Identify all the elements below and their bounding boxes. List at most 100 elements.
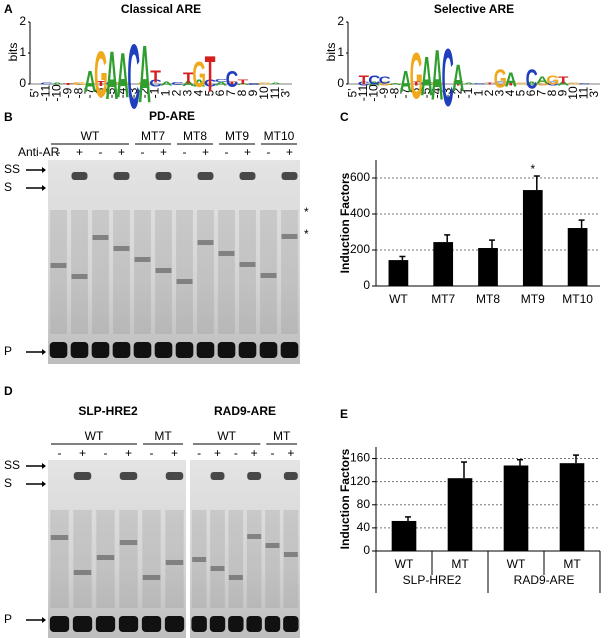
gel-smear [165, 510, 184, 608]
logo-letter: G [410, 39, 423, 113]
logo-position: 10 [257, 86, 271, 100]
logo-letter: G [94, 38, 108, 112]
group-label: SLP-HRE2 [403, 573, 462, 587]
gel-image [48, 160, 300, 364]
x-tick-label: MT7 [431, 292, 455, 306]
lane-sign: - [141, 145, 145, 159]
gel-band [155, 268, 172, 273]
gel-band [141, 616, 162, 632]
logo-letter: A [160, 81, 173, 87]
bar [522, 190, 543, 286]
gel-band [134, 257, 151, 262]
logo-letter: A [431, 35, 443, 115]
logo-position: 3 [492, 89, 506, 96]
logo-letter: C [149, 78, 162, 89]
asterisk: * [304, 205, 309, 219]
gel-band [155, 172, 172, 180]
gel-band [71, 172, 88, 180]
logo-letter: C [526, 63, 538, 95]
gel-smear [260, 210, 277, 334]
gel-band [112, 342, 131, 358]
logo-position: 5 [202, 89, 216, 96]
gel-smear [50, 210, 67, 334]
gel-band [72, 616, 93, 632]
logo-position: 2 [482, 89, 496, 96]
logo-position: 8 [545, 89, 559, 96]
logo-letter: T [485, 82, 496, 85]
logo-letter: A [536, 74, 548, 86]
gel-band [96, 555, 115, 560]
logo-letter: T [227, 81, 238, 87]
gel-band [196, 342, 215, 358]
x-tick-label: WT [395, 557, 414, 571]
gel-band [259, 342, 278, 358]
logo-position: -9 [60, 87, 74, 98]
logo-letter: A [215, 81, 228, 87]
logo-letter: T [238, 78, 249, 85]
logo-letter: T [411, 81, 422, 87]
logo-letter: C [473, 83, 486, 85]
logo-letter: C [247, 82, 260, 85]
gel-band [228, 575, 243, 580]
bar [447, 478, 473, 551]
logo-position: 11 [268, 86, 282, 99]
lane-sign: - [150, 446, 154, 460]
gel-band [192, 557, 207, 562]
logo-position: -5 [419, 87, 433, 98]
gel-smear [134, 210, 151, 334]
lane-group-label: MT7 [141, 129, 165, 143]
lane-group-label: MT8 [183, 129, 207, 143]
lane-group-label: MT [154, 429, 172, 443]
y-axis-label: Induction Factors [338, 448, 352, 549]
panel-label: C [340, 110, 349, 124]
y-axis-label: Induction Factors [338, 172, 352, 273]
logo-position: -10 [366, 84, 380, 102]
lane-sign: + [214, 446, 221, 460]
logo-letter: A [51, 82, 64, 85]
logo-position: 2 [170, 89, 184, 96]
asterisk: * [304, 227, 309, 241]
gel-smear [50, 510, 69, 608]
gel-band [247, 534, 262, 539]
band-marker: P [4, 612, 12, 626]
logo-position: -11 [356, 84, 370, 101]
logo-letter: G [72, 82, 86, 87]
y-tick-label: 120 [350, 474, 370, 488]
logo-position: -4 [115, 87, 129, 98]
lane-sign: + [160, 145, 167, 159]
marker-arrowhead [42, 481, 46, 487]
gel-band [49, 616, 70, 632]
logo-letter: A [557, 81, 569, 87]
band-marker: P [4, 344, 12, 358]
gel-band [142, 575, 161, 580]
logo-letter: A [116, 40, 129, 111]
gel-band [73, 570, 92, 575]
y-tick-label: 160 [350, 451, 370, 465]
gel-image [190, 460, 300, 638]
logo-letter: C [358, 81, 370, 87]
gel-band [238, 342, 257, 358]
logo-position: 1 [471, 89, 485, 96]
gel-title: PD-ARE [149, 109, 195, 123]
gel-band [70, 342, 89, 358]
gel-image [48, 460, 186, 638]
logo-letter: A [421, 46, 433, 108]
group-label: RAD9-ARE [514, 573, 575, 587]
bar [433, 242, 454, 286]
logo-letter: A [182, 79, 195, 88]
gel-smear [283, 510, 299, 608]
logo-letter: A [389, 82, 402, 86]
logo-position: -9 [377, 87, 391, 98]
lane-sign: + [171, 446, 178, 460]
logo-letter: C [204, 78, 217, 89]
logo-position: 8 [235, 89, 249, 96]
logo-position: -11 [39, 84, 53, 101]
logo-letter: C [379, 74, 391, 86]
bar [559, 463, 585, 551]
bar [388, 260, 409, 286]
logo-position: 10 [566, 86, 580, 100]
logo-letter: A [463, 82, 476, 85]
logo-letter: T [63, 82, 74, 85]
marker-arrowhead [42, 185, 46, 191]
logo-position: 4 [191, 89, 205, 96]
